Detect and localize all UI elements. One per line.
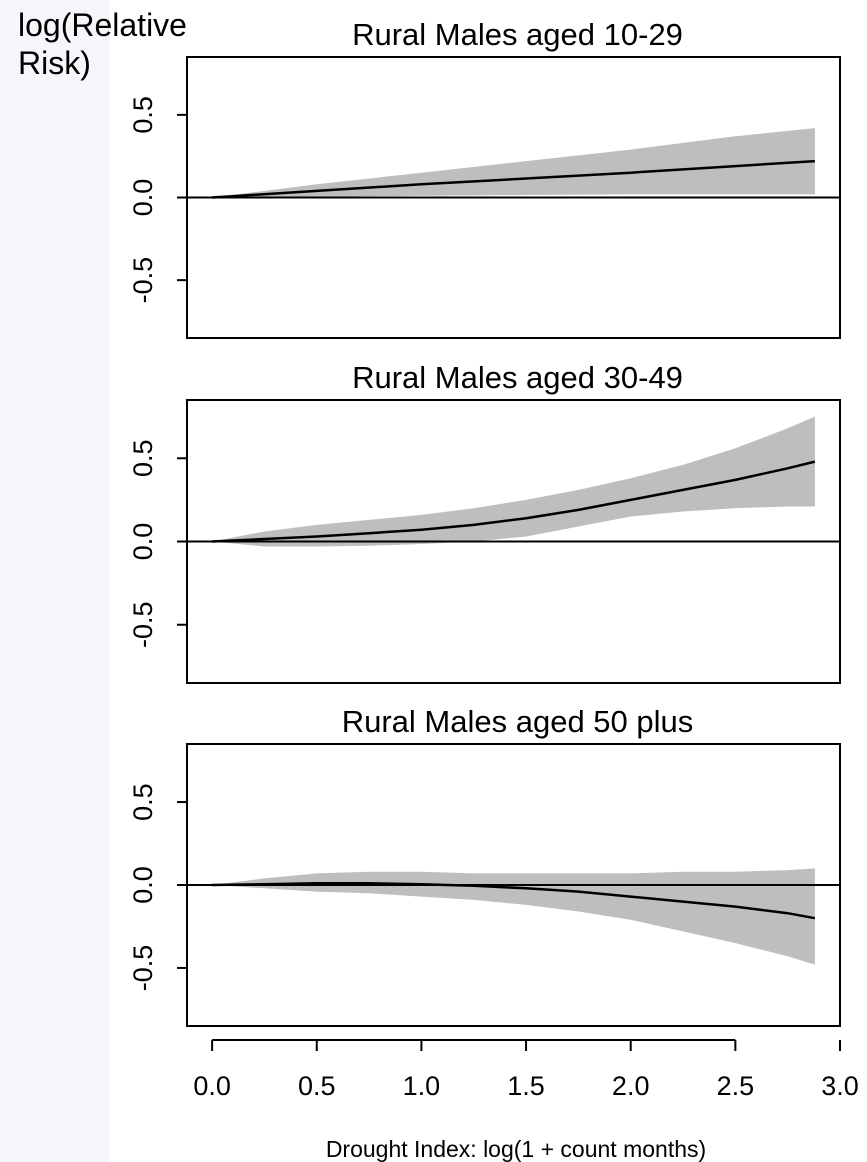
panel-3: Rural Males aged 50 plus -0.5 0.0 0.5 — [128, 704, 841, 1027]
left-background-strip — [0, 0, 110, 1162]
y-tick-label: -0.5 — [128, 945, 158, 992]
y-axis-label: log(Relative Risk) — [18, 6, 258, 82]
x-tick-label: 0.5 — [298, 1071, 336, 1101]
panel-title: Rural Males aged 50 plus — [342, 704, 694, 739]
confidence-band — [212, 128, 815, 198]
shared-x-axis: 0.0 0.5 1.0 1.5 2.0 2.5 3.0 — [193, 1039, 859, 1101]
x-tick-label: 2.0 — [612, 1071, 650, 1101]
y-tick-label: 0.0 — [128, 179, 158, 217]
y-tick-label: -0.5 — [128, 601, 158, 648]
x-tick-label: 1.5 — [507, 1071, 545, 1101]
panel-title: Rural Males aged 10-29 — [352, 17, 683, 52]
y-tick-label: 0.5 — [128, 439, 158, 477]
y-tick-label: -0.5 — [128, 257, 158, 304]
x-tick-label: 2.5 — [717, 1071, 755, 1101]
confidence-band — [212, 868, 815, 965]
x-tick-label: 3.0 — [821, 1071, 859, 1101]
panel-1: Rural Males aged 10-29 -0.5 0.0 0.5 — [128, 17, 841, 339]
y-axis-label-line-1: log(Relative — [18, 7, 187, 43]
x-axis-label: Drought Index: log(1 + count months) — [326, 1136, 706, 1162]
panel-title: Rural Males aged 30-49 — [352, 360, 683, 395]
y-axis-label-line-2: Risk) — [18, 45, 91, 81]
y-tick-label: 0.5 — [128, 96, 158, 134]
estimate-line — [212, 460, 816, 543]
estimate-line — [212, 882, 816, 920]
y-tick-label: 0.0 — [128, 866, 158, 904]
estimate-line — [212, 159, 815, 199]
panel-2: Rural Males aged 30-49 -0.5 0.0 0.5 — [128, 360, 841, 684]
x-tick-label: 1.0 — [403, 1071, 441, 1101]
y-tick-label: 0.0 — [128, 523, 158, 561]
x-tick-label: 0.0 — [193, 1071, 231, 1101]
y-tick-label: 0.5 — [128, 783, 158, 821]
